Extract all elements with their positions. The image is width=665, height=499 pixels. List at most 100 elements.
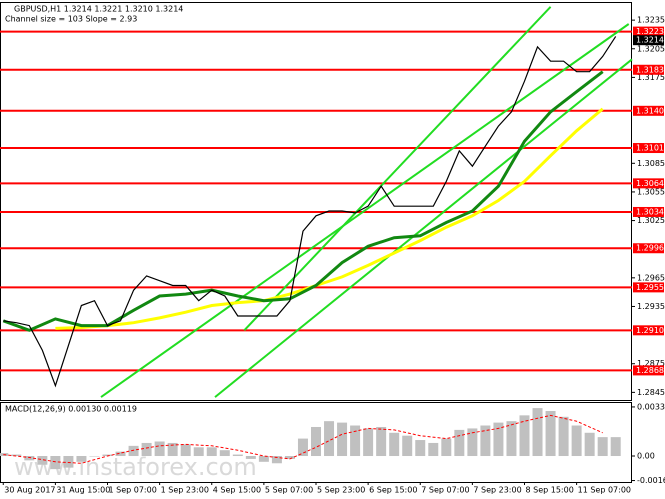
level-label: 1.2868: [636, 366, 664, 375]
macd-bar: [441, 438, 452, 457]
macd-bar: [376, 426, 387, 457]
level-box: [633, 325, 664, 336]
macd-bar: [167, 442, 178, 457]
macd-bar: [532, 408, 543, 457]
level-box: [633, 365, 664, 376]
macd-bar: [102, 454, 113, 457]
level-label: 1.3034: [636, 207, 664, 216]
x-tick-label: 31 Aug 15:00: [56, 486, 110, 495]
level-box: [633, 26, 664, 37]
macd-bar: [128, 445, 139, 457]
level-label: 1.3223: [636, 27, 664, 36]
macd-bar: [493, 422, 504, 457]
macd-bar: [297, 438, 308, 457]
y-tick-label: 1.2875: [637, 359, 665, 368]
macd-bar: [337, 422, 348, 457]
macd-bar: [193, 447, 204, 457]
macd-bar: [154, 441, 165, 457]
macd-bar: [506, 421, 517, 457]
macd-bar: [37, 456, 48, 465]
macd-bar: [271, 456, 282, 464]
macd-bar: [584, 432, 595, 457]
series-line: [55, 107, 604, 330]
level-label: 1.3101: [636, 144, 664, 153]
macd-bar: [180, 444, 191, 457]
y-tick-label: 1.2935: [637, 302, 665, 311]
level-box: [633, 143, 664, 154]
macd-y-tick-label: -0.00169: [637, 476, 665, 485]
series-line: [3, 36, 617, 388]
macd-bar: [11, 454, 22, 457]
macd-bar: [24, 456, 35, 461]
macd-bar: [350, 425, 361, 457]
series-line: [2, 70, 604, 332]
macd-bar: [480, 425, 491, 457]
y-tick-label: 1.3085: [637, 159, 665, 168]
chart-title: GBPUSD,H1 1.3214 1.3221 1.3210 1.3214: [14, 5, 183, 14]
level-label: 1.3064: [636, 179, 664, 188]
macd-bar: [610, 437, 621, 457]
x-tick-label: 8 Sep 15:00: [525, 486, 573, 495]
x-tick-label: 30 Aug 2017: [4, 486, 55, 495]
macd-y-tick-label: 0.00338: [637, 402, 665, 411]
macd-bar: [219, 450, 230, 457]
macd-signal: [3, 414, 603, 464]
macd-bar: [558, 416, 569, 457]
y-tick-label: 1.3175: [637, 73, 665, 82]
macd-bar: [324, 421, 335, 457]
macd-bar: [284, 456, 295, 459]
x-tick-label: 6 Sep 15:00: [369, 486, 417, 495]
y-tick-label: 1.3025: [637, 216, 665, 225]
macd-bar: [363, 428, 374, 457]
x-tick-label: 11 Sep 07:00: [578, 486, 631, 495]
x-tick-label: 1 Sep 23:00: [161, 486, 209, 495]
x-tick-label: 4 Sep 15:00: [213, 486, 261, 495]
macd-bar: [50, 456, 61, 470]
macd-bar: [63, 456, 74, 468]
level-box: [633, 105, 664, 116]
x-tick-label: 7 Sep 07:00: [421, 486, 469, 495]
series-line: [243, 6, 552, 331]
level-label: 1.2996: [636, 244, 664, 253]
y-tick-label: 1.3205: [637, 44, 665, 53]
x-tick-label: 1 Sep 07:00: [109, 486, 157, 495]
y-tick-label: 1.2965: [637, 273, 665, 282]
x-tick-label: 5 Sep 23:00: [317, 486, 365, 495]
level-label: 1.3183: [636, 65, 664, 74]
level-label: 1.3140: [636, 106, 664, 115]
macd-bar: [389, 432, 400, 457]
level-box: [633, 282, 664, 293]
macd-bar: [258, 456, 269, 462]
price-panel: [0, 2, 632, 401]
level-box: [633, 178, 664, 189]
series-line: [214, 58, 633, 398]
level-label: 1.2955: [636, 283, 664, 292]
macd-bar: [428, 442, 439, 457]
macd-bar: [545, 411, 556, 457]
last-price-box: [633, 35, 664, 46]
y-tick-label: 1.3235: [637, 16, 665, 25]
macd-bar: [115, 451, 126, 457]
x-tick-label: 7 Sep 23:00: [473, 486, 521, 495]
macd-bar: [467, 428, 478, 457]
macd-title: MACD(12,26,9) 0.00130 0.00119: [5, 405, 137, 414]
macd-bar: [597, 437, 608, 457]
chart-subtitle: Channel size = 103 Slope = 2.93: [5, 15, 137, 24]
macd-bar: [206, 447, 217, 457]
y-tick-label: 1.2845: [637, 388, 665, 397]
x-tick-label: 5 Sep 07:00: [265, 486, 313, 495]
macd-bar: [402, 435, 413, 457]
y-tick-label: 1.3055: [637, 187, 665, 196]
last-price-label: 1.3214: [636, 36, 664, 45]
level-label: 1.2910: [636, 326, 664, 335]
macd-y-tick-label: 0.00: [637, 452, 655, 461]
level-box: [633, 206, 664, 217]
macd-bar: [311, 426, 321, 457]
macd-bar: [519, 415, 530, 457]
series-line: [100, 23, 630, 398]
macd-bar: [571, 425, 582, 457]
level-box: [633, 243, 664, 254]
macd-bar: [245, 456, 256, 459]
macd-bar: [141, 442, 152, 457]
